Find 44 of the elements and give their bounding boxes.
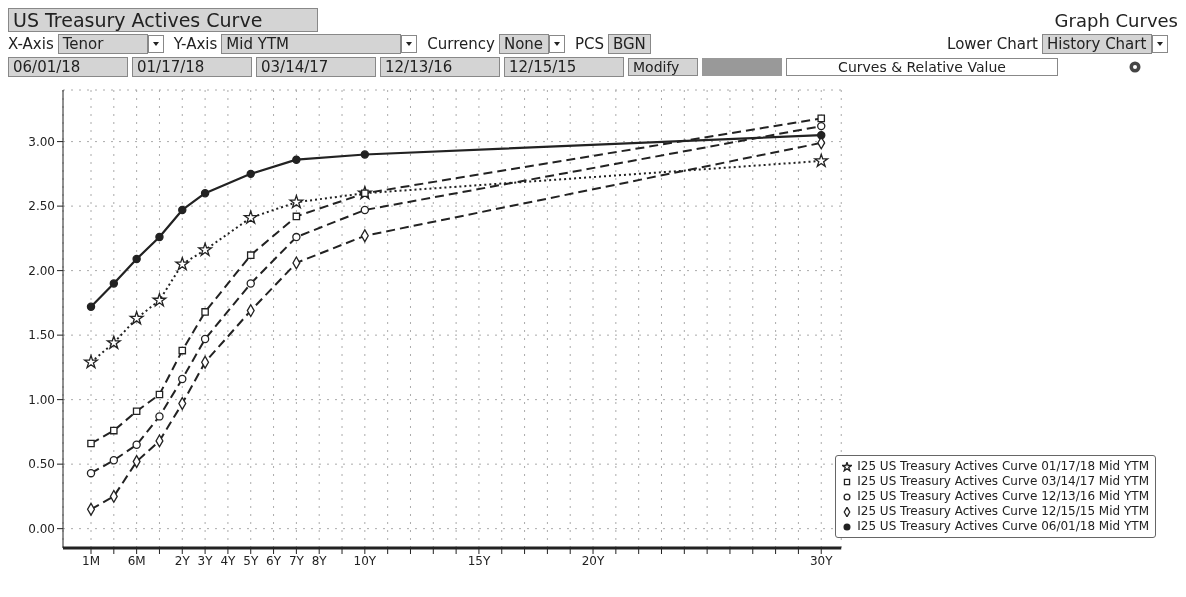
y-tick-label: 1.00: [28, 392, 55, 407]
x-tick-label: 15Y: [467, 553, 491, 568]
x-tick-label: 5Y: [243, 553, 259, 568]
legend-label: I25 US Treasury Actives Curve 12/13/16 Mid YTM: [857, 489, 1149, 504]
text: X-Axis: [8, 35, 54, 53]
x-tick-label: 6Y: [266, 553, 282, 568]
text: 12/13/16: [380, 57, 500, 77]
y-tick-label: 2.50: [28, 199, 55, 214]
legend-label: I25 US Treasury Actives Curve 12/15/15 Mid YTM: [857, 504, 1149, 519]
text: Curves & Relative Value: [786, 58, 1058, 76]
x-tick-label: 7Y: [288, 553, 305, 568]
text: PCS: [574, 35, 604, 53]
x-tick-label: 30Y: [809, 553, 834, 568]
x-tick-label: 2Y: [174, 553, 191, 568]
text: Y-Axis: [173, 35, 218, 53]
y-tick-label: 1.50: [28, 328, 55, 343]
legend-label: I25 US Treasury Actives Curve 06/01/18 Mid YTM: [857, 519, 1149, 534]
x-tick-label: 10Y: [353, 553, 377, 568]
text: None: [498, 34, 549, 54]
legend-label: I25 US Treasury Actives Curve 01/17/18 Mid YTM: [857, 459, 1149, 474]
text: Currency: [427, 35, 495, 53]
x-tick-label: 20Y: [581, 553, 605, 568]
text: History Chart: [1042, 34, 1152, 54]
text: Mid YTM: [221, 34, 402, 54]
x-tick-label: 8Y: [311, 553, 328, 568]
text: BGN: [607, 34, 651, 54]
y-tick-label: 0.00: [28, 521, 55, 536]
text: 12/15/15: [504, 57, 624, 77]
x-tick-label: 4Y: [220, 553, 237, 568]
x-tick-label: 3Y: [197, 553, 214, 568]
legend-label: I25 US Treasury Actives Curve 03/14/17 Mid YTM: [857, 474, 1149, 489]
text: Modify: [628, 58, 698, 76]
y-tick-label: 0.50: [28, 457, 55, 472]
y-tick-label: 2.00: [28, 263, 55, 278]
text: 01/17/18: [132, 57, 252, 77]
x-tick-label: 6M: [127, 553, 146, 568]
y-tick-label: 3.00: [28, 134, 55, 149]
x-tick-label: 1M: [82, 553, 100, 568]
text: Tenor: [57, 34, 148, 54]
text: 03/14/17: [256, 57, 376, 77]
text: Lower Chart: [947, 35, 1038, 53]
chart-title: US Treasury Actives Curve: [8, 8, 318, 32]
text: Graph Curves: [1054, 9, 1178, 31]
text: 06/01/18: [8, 57, 128, 77]
